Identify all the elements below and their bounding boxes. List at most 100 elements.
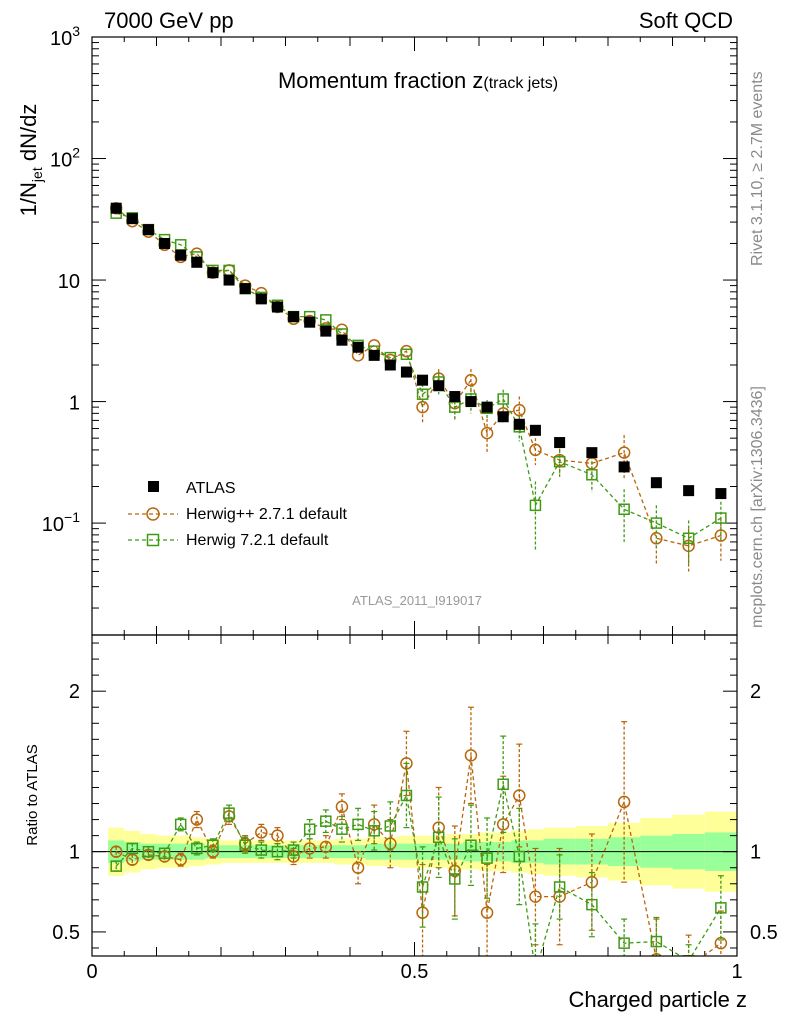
ratio-herwigpp-point xyxy=(351,861,365,874)
main-y-tick-label: 103 xyxy=(50,23,80,50)
herwigpp-point xyxy=(480,426,494,440)
ratio-herwig7-point xyxy=(497,778,509,791)
ratio-series xyxy=(109,706,728,973)
ratio-frame xyxy=(91,634,738,957)
ratio-herwig7-point xyxy=(650,935,663,948)
tick-base: 10 xyxy=(42,514,64,536)
ratio-herwigpp-point xyxy=(174,853,187,866)
ratio-herwig7-point xyxy=(255,844,268,856)
atlas-point xyxy=(497,411,509,423)
ratio-herwig7-point xyxy=(336,823,348,835)
atlas-point xyxy=(417,374,429,386)
ratio-panel: 0.5 0.51 12 2 0 0.5 1 Ratio to ATLAS Charged … xyxy=(24,634,778,1012)
ratio-herwigpp-point xyxy=(529,890,542,903)
ratio-herwigpp-point xyxy=(513,789,526,802)
atlas-point xyxy=(650,477,662,489)
main-y-tick-label: 10−1 xyxy=(42,509,80,536)
atlas-point xyxy=(288,311,300,323)
atlas-point xyxy=(400,366,412,378)
x-tick-label: 1 xyxy=(731,961,742,983)
atlas-point xyxy=(175,249,187,261)
ratio-herwigpp-point xyxy=(683,962,694,973)
atlas-point xyxy=(223,274,235,286)
herwig7-point xyxy=(650,517,663,529)
ratio-y-axis-label: Ratio to ATLAS xyxy=(24,744,41,845)
tick-exponent: −1 xyxy=(64,509,80,525)
atlas-point xyxy=(110,202,122,214)
atlas-point xyxy=(336,334,348,346)
legend-herwig7-marker xyxy=(146,533,160,547)
ratio-y-tick-label-left: 1 xyxy=(69,842,80,864)
x-axis-label: Charged particle z xyxy=(568,987,747,1012)
legend-entry-herwigpp: Herwig++ 2.7.1 default xyxy=(186,506,348,523)
main-y-tick-label: 10 xyxy=(58,271,80,293)
ratio-y-tick-label-right: 1 xyxy=(750,842,761,864)
process-label: Soft QCD xyxy=(639,8,733,33)
ratio-herwig7-point xyxy=(110,860,122,872)
herwig7-point xyxy=(553,455,566,468)
herwigpp-point xyxy=(464,373,478,387)
ratio-herwig7-point xyxy=(174,818,187,831)
ratio-herwig7-point xyxy=(481,852,493,864)
tick-exponent: 2 xyxy=(72,145,80,161)
ratio-herwig7-point xyxy=(271,845,284,858)
ratio-y-tick-label-left: 2 xyxy=(69,681,80,703)
collision-label: 7000 GeV pp xyxy=(104,8,234,33)
tick-base: 10 xyxy=(50,28,72,50)
ratio-series-line xyxy=(115,755,722,956)
legend: ATLAS Herwig++ 2.7.1 default Herwig 7.2.… xyxy=(128,480,348,549)
plot-title: Momentum fraction z(track jets) xyxy=(278,68,558,93)
atlas-point xyxy=(513,418,525,430)
ratio-herwigpp-point xyxy=(271,829,284,842)
main-y-tick-label: 102 xyxy=(50,145,80,172)
atlas-point xyxy=(449,391,461,403)
mcplots-label: mcplots.cern.ch [arXiv:1306.3436] xyxy=(749,386,766,628)
ratio-herwig7-point xyxy=(400,789,413,802)
atlas-point xyxy=(271,301,283,313)
ratio-y-tick-label-right: 0.5 xyxy=(750,922,778,944)
plot-title-sub: (track jets) xyxy=(483,75,558,92)
herwig7-point xyxy=(618,503,630,516)
ratio-herwig7-point xyxy=(142,845,155,858)
herwig7-point xyxy=(400,348,413,361)
ratio-herwig7-point xyxy=(513,850,526,863)
atlas-point xyxy=(715,488,727,500)
atlas-point xyxy=(239,283,251,295)
ratio-herwig7-point xyxy=(416,881,429,893)
herwigpp-point xyxy=(367,339,381,352)
herwig7-point xyxy=(529,499,542,512)
atlas-point xyxy=(618,461,630,473)
atlas-point xyxy=(554,437,566,449)
ratio-herwig7-point xyxy=(352,818,364,831)
plot-title-z: z xyxy=(472,68,483,93)
atlas-point xyxy=(352,341,364,353)
ratio-herwig7-point xyxy=(586,898,598,911)
atlas-point xyxy=(529,424,541,436)
atlas-point xyxy=(159,237,171,249)
tick-base: 1 xyxy=(69,393,80,415)
atlas-point xyxy=(683,485,695,497)
ratio-herwigpp-point xyxy=(319,840,333,854)
ratio-herwigpp-point xyxy=(303,842,316,855)
herwig7-point xyxy=(682,532,695,545)
tick-base: 10 xyxy=(50,150,72,172)
atlas-point xyxy=(142,224,154,236)
ratio-herwig7-point xyxy=(368,825,380,837)
x-tick-labels: 0 0.5 1 xyxy=(86,961,742,983)
ratio-herwig7-point xyxy=(191,842,203,855)
ratio-herwigpp-point xyxy=(617,795,631,809)
ratio-herwig7-point xyxy=(715,902,727,914)
main-y-tick-label: 1 xyxy=(69,393,80,415)
ratio-y-tick-labels: 0.5 0.5 1 1 2 2 xyxy=(52,681,778,944)
atlas-point xyxy=(368,349,380,361)
atlas-point xyxy=(191,256,203,268)
ratio-uncertainty-bands xyxy=(92,811,737,892)
herwig7-point xyxy=(715,512,727,524)
herwigpp-point xyxy=(617,446,631,459)
legend-entry-atlas: ATLAS xyxy=(186,480,236,497)
legend-entry-herwig7: Herwig 7.2.1 default xyxy=(186,532,329,549)
ratio-herwig7-point xyxy=(384,820,397,832)
main-axis-ticks xyxy=(91,37,738,635)
